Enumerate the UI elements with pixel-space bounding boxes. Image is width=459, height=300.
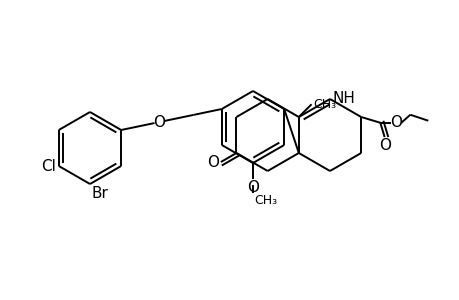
Text: NH: NH [332, 91, 355, 106]
Text: Br: Br [92, 186, 109, 201]
Text: O: O [378, 138, 390, 153]
Text: O: O [246, 180, 258, 195]
Text: CH₃: CH₃ [253, 194, 276, 207]
Text: O: O [390, 115, 402, 130]
Text: CH₃: CH₃ [313, 98, 336, 111]
Text: O: O [207, 154, 218, 169]
Text: O: O [153, 115, 165, 130]
Text: Cl: Cl [41, 158, 56, 173]
